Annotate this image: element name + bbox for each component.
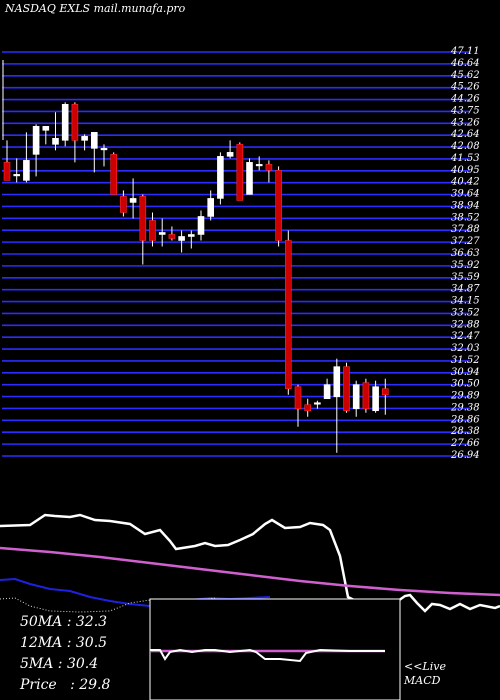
candle-down [120,196,127,213]
ma-white-line [0,513,500,613]
y-tick-label: 45.62 [450,70,480,81]
moving-average-panel [0,513,500,613]
ma-magenta-line [0,546,500,597]
y-tick-label: 29.38 [450,402,480,413]
candle-down [3,162,11,181]
y-tick-label: 43.26 [450,117,480,128]
y-tick-label: 30.94 [451,367,480,378]
y-tick-label: 31.52 [451,355,480,366]
candle-up [81,136,88,141]
candle-up [197,216,205,235]
y-tick-label: 40.95 [450,165,480,176]
candle-up [188,234,195,237]
candle-down [362,382,370,410]
y-tick-label: 32.47 [451,331,480,342]
candle-down [139,196,147,241]
candlestick-series [3,102,389,453]
candle-up [158,232,166,235]
y-tick-label: 35.59 [451,272,480,283]
y-tick-label: 36.63 [451,248,480,259]
candle-down [265,164,273,171]
candle-up [217,156,224,199]
candle-down [110,154,117,195]
candle-up [23,160,30,181]
y-tick-label: 47.11 [450,46,480,57]
y-tick-label: 43.75 [450,105,480,116]
price-axis-ticks: 47.1146.6445.6245.2644.2643.7543.2642.64… [2,46,480,461]
y-tick-label: 40.42 [450,177,480,188]
legend-price: Price : 29.8 [20,677,111,693]
macd-live-label: <<Live [404,660,446,673]
y-tick-label: 46.64 [450,58,480,69]
candle-down [284,240,292,390]
candle-up [333,366,341,398]
candle-up [42,126,50,131]
candle-down [304,404,312,412]
candle-up [52,138,59,145]
y-tick-label: 29.89 [450,391,480,402]
macd-histogram-line [150,648,385,663]
y-tick-label: 32.88 [451,319,480,330]
macd-panel [149,598,401,700]
candle-down [168,234,176,239]
chart-title: NASDAQ EXLS mail.munafa.pro [5,2,186,15]
candle-down [381,388,389,396]
y-tick-label: 32.03 [451,343,480,354]
candle-up [91,132,98,149]
candle-up [129,198,137,203]
y-tick-label: 28.38 [450,426,480,437]
y-tick-label: 38.94 [451,200,480,211]
macd-frame [149,598,401,700]
y-tick-label: 42.64 [450,129,480,140]
y-tick-label: 37.27 [451,236,480,247]
y-tick-label: 37.88 [451,224,480,235]
candle-up [352,384,360,410]
price-grid-lines [2,51,470,457]
legend-5ma: 5MA : 30.4 [20,656,99,672]
legend-50ma: 50MA : 32.3 [20,614,108,630]
candle-down [71,103,79,141]
candle-up [100,148,108,151]
candle-up [61,103,69,141]
candle-up [207,198,214,217]
y-tick-label: 44.26 [450,94,480,105]
candle-up [255,164,263,167]
y-tick-label: 34.15 [451,296,480,307]
candle-down [343,366,350,412]
y-tick-label: 41.53 [450,153,480,164]
y-tick-label: 26.94 [450,450,480,461]
legend-12ma: 12MA : 30.5 [20,635,108,651]
y-tick-label: 42.08 [450,141,480,152]
candle-up [32,126,40,155]
candle-down [236,144,244,201]
candle-up [178,236,185,241]
y-tick-label: 28.86 [450,414,480,425]
macd-title-label: MACD [404,674,441,687]
candle-down [275,170,282,241]
y-tick-label: 38.52 [451,212,480,223]
y-tick-label: 30.50 [451,379,480,390]
candle-down [149,220,156,241]
y-tick-label: 39.64 [451,189,480,200]
y-tick-label: 45.26 [450,82,480,93]
candle-up [372,386,379,412]
candle-up [314,402,321,405]
candle-up [246,162,253,195]
y-tick-label: 35.92 [451,260,480,271]
candle-down [294,386,302,410]
candle-up [226,152,234,157]
y-tick-label: 34.87 [451,284,480,295]
candle-up [13,174,20,177]
y-tick-label: 33.52 [451,307,480,318]
y-tick-label: 27.66 [450,438,480,449]
candle-up [323,384,331,400]
